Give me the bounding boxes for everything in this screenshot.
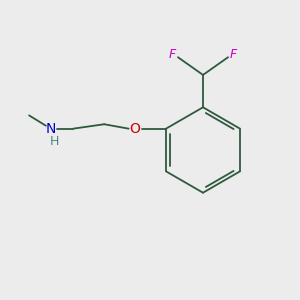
Text: F: F	[169, 48, 176, 61]
Text: H: H	[50, 134, 59, 148]
Text: F: F	[230, 48, 237, 61]
Text: N: N	[46, 122, 56, 136]
Text: O: O	[130, 122, 140, 136]
